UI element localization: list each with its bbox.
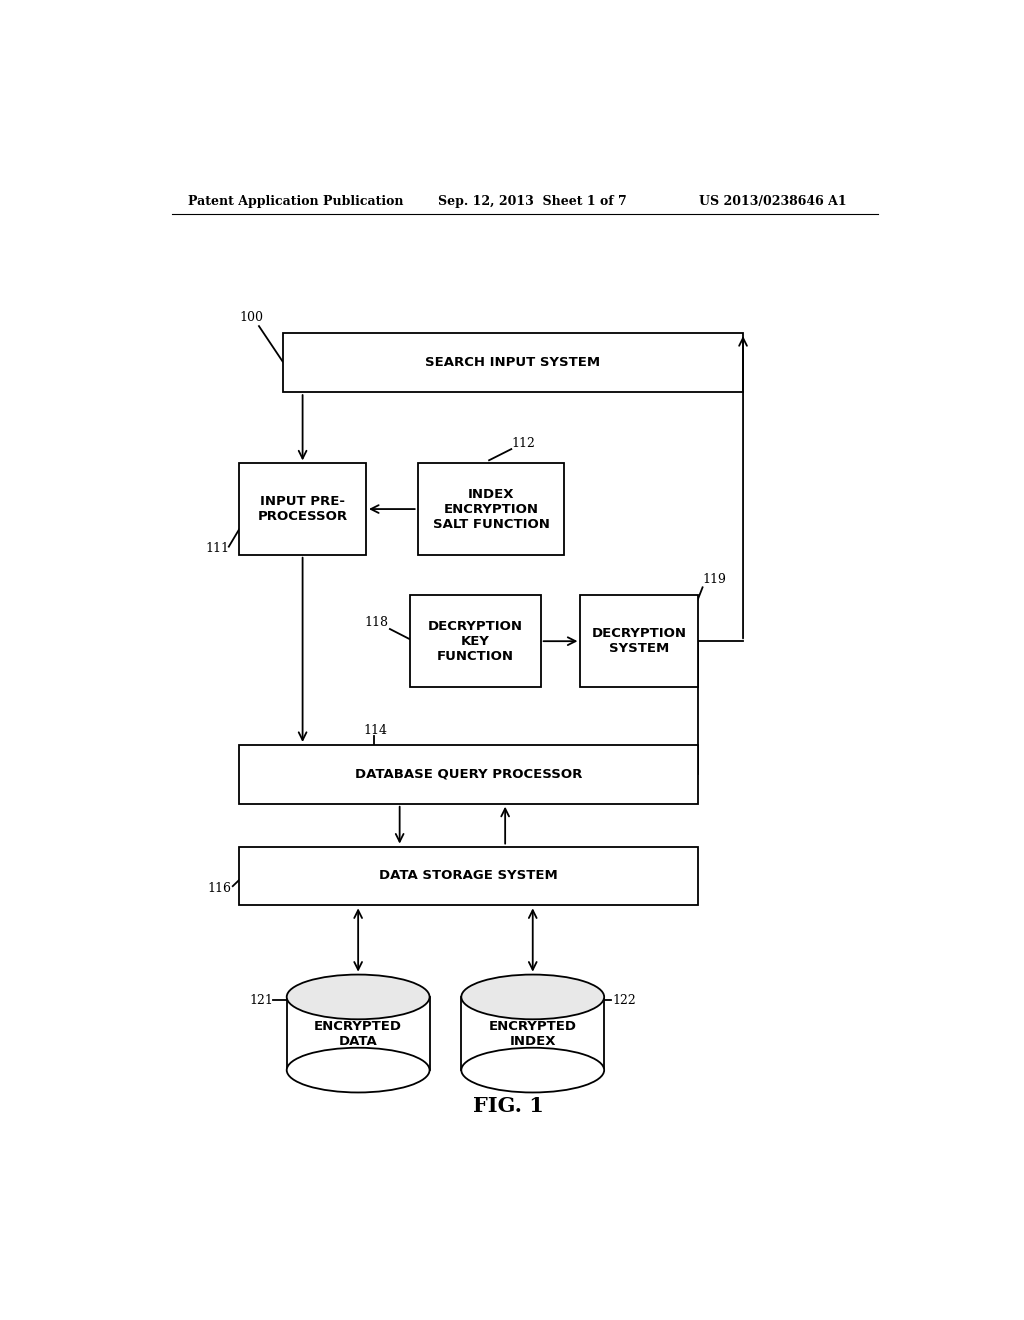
FancyBboxPatch shape (418, 463, 564, 554)
Text: 100: 100 (240, 312, 263, 323)
Ellipse shape (462, 1048, 604, 1093)
Ellipse shape (287, 974, 430, 1019)
FancyBboxPatch shape (240, 846, 697, 906)
FancyBboxPatch shape (410, 595, 541, 686)
Text: INPUT PRE-
PROCESSOR: INPUT PRE- PROCESSOR (257, 495, 348, 523)
Text: DECRYPTION
KEY
FUNCTION: DECRYPTION KEY FUNCTION (428, 619, 522, 663)
Text: 112: 112 (511, 437, 536, 450)
Polygon shape (462, 997, 604, 1071)
Text: SEARCH INPUT SYSTEM: SEARCH INPUT SYSTEM (425, 356, 600, 370)
Text: FIG. 1: FIG. 1 (473, 1096, 545, 1115)
FancyBboxPatch shape (240, 463, 367, 554)
Text: ENCRYPTED
DATA: ENCRYPTED DATA (314, 1019, 402, 1048)
Text: 114: 114 (364, 723, 388, 737)
Text: 116: 116 (207, 882, 231, 895)
Text: 118: 118 (365, 616, 388, 628)
Text: INDEX
ENCRYPTION
SALT FUNCTION: INDEX ENCRYPTION SALT FUNCTION (432, 487, 550, 531)
Text: 111: 111 (206, 541, 229, 554)
Text: Sep. 12, 2013  Sheet 1 of 7: Sep. 12, 2013 Sheet 1 of 7 (437, 194, 627, 207)
FancyBboxPatch shape (240, 744, 697, 804)
Polygon shape (287, 997, 430, 1071)
Text: DECRYPTION
SYSTEM: DECRYPTION SYSTEM (592, 627, 686, 655)
Text: 121: 121 (250, 994, 273, 1007)
Text: 122: 122 (612, 994, 636, 1007)
Text: DATABASE QUERY PROCESSOR: DATABASE QUERY PROCESSOR (354, 768, 582, 781)
Text: ENCRYPTED
INDEX: ENCRYPTED INDEX (488, 1019, 577, 1048)
FancyBboxPatch shape (581, 595, 697, 686)
Text: 119: 119 (702, 573, 726, 586)
Ellipse shape (462, 974, 604, 1019)
FancyBboxPatch shape (283, 333, 743, 392)
Text: US 2013/0238646 A1: US 2013/0238646 A1 (699, 194, 847, 207)
Text: Patent Application Publication: Patent Application Publication (187, 194, 403, 207)
Ellipse shape (287, 1048, 430, 1093)
Text: DATA STORAGE SYSTEM: DATA STORAGE SYSTEM (379, 870, 558, 883)
